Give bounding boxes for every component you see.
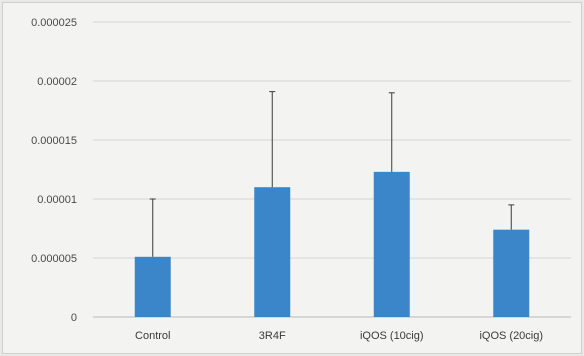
gridlines: [93, 21, 571, 318]
y-tick-label: 0.000025: [31, 17, 77, 29]
bar-chart: 00.0000050.000010.0000150.000020.000025 …: [31, 17, 571, 342]
x-tick-label: iQOS (20cig): [479, 330, 543, 342]
y-tick-label: 0.00002: [37, 76, 77, 88]
bar: [134, 256, 171, 317]
y-axis-ticks: 0 0.000005 0.00001 0.000015 0.00002 0.000025: [31, 17, 77, 324]
x-tick-label: iQOS (10cig): [360, 330, 424, 342]
x-tick-label: Control: [135, 330, 170, 342]
bars: [134, 171, 530, 317]
bar: [493, 229, 530, 317]
bar: [373, 171, 410, 317]
bar: [254, 187, 291, 317]
y-tick-label: 0: [71, 312, 77, 324]
error-bars: [149, 91, 515, 257]
y-tick-label: 0.000015: [31, 135, 77, 147]
x-tick-label: 3R4F: [259, 330, 286, 342]
x-axis-labels: Control 3R4F iQOS (10cig) iQOS (20cig): [135, 330, 543, 342]
y-tick-label: 0.00001: [37, 194, 77, 206]
y-tick-label: 0.000005: [31, 253, 77, 265]
